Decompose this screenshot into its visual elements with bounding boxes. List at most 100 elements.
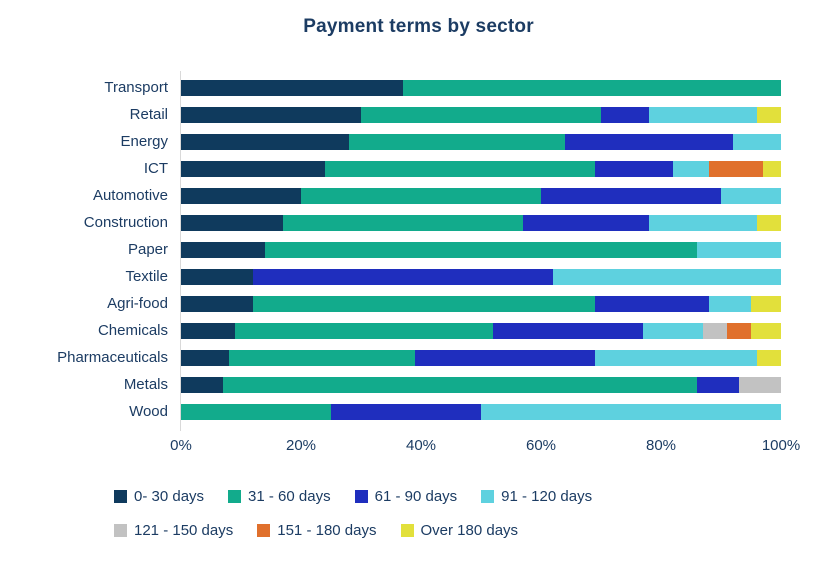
bar-segment (181, 295, 253, 312)
bar-segment (703, 322, 727, 339)
plot-area: Transport Retail Energy ICT Automotive Constr… (0, 71, 800, 457)
bar-segment (757, 349, 781, 366)
bar-track (181, 133, 781, 150)
category-label: Agri-food (107, 295, 168, 312)
bar-segment (181, 133, 349, 150)
bar-track (181, 241, 781, 258)
bar-segment (751, 322, 781, 339)
bar-track (181, 187, 781, 204)
bar-segment (181, 79, 403, 96)
legend-item: 151 - 180 days (257, 522, 377, 539)
category-label: Textile (125, 268, 168, 285)
bar-row: Agri-food (0, 290, 781, 317)
bar-track (181, 349, 781, 366)
bar-segment (415, 349, 595, 366)
bar-segment (595, 349, 757, 366)
legend-label: 61 - 90 days (374, 488, 458, 505)
bar-segment (721, 187, 781, 204)
category-label: Chemicals (97, 322, 168, 339)
bar-segment (265, 241, 697, 258)
bar-segment (523, 214, 649, 231)
bar-segment (253, 268, 553, 285)
bar-segment (181, 268, 253, 285)
bar-segment (235, 322, 493, 339)
bar-row: Retail (0, 101, 781, 128)
bar-segment (697, 376, 739, 393)
x-tick-label: 60% (525, 437, 557, 454)
legend-label: 121 - 150 days (134, 522, 234, 539)
bar-segment (181, 349, 229, 366)
y-axis-line (180, 71, 181, 431)
bar-segment (223, 376, 697, 393)
bar-track (181, 79, 781, 96)
chart-title: Payment terms by sector (303, 16, 534, 37)
bar-row: ICT (0, 155, 781, 182)
legend-label: 0- 30 days (134, 488, 205, 505)
legend-row: 0- 30 days 31 - 60 days 61 - 90 days 91 - 1… (114, 488, 592, 505)
bar-segment (181, 214, 283, 231)
legend-item: 121 - 150 days (114, 522, 233, 539)
bar-segment (181, 322, 235, 339)
bar-segment (709, 295, 751, 312)
legend-item: 91 - 120 days (481, 488, 592, 505)
bar-row: Chemicals (0, 317, 781, 344)
bar-rows: Transport Retail Energy ICT Automotive Constr… (0, 74, 781, 425)
legend-swatch-icon (114, 490, 127, 503)
legend: 0- 30 days 31 - 60 days 61 - 90 days 91 - 1… (114, 488, 592, 539)
legend-swatch-icon (114, 524, 127, 537)
bar-segment (595, 295, 709, 312)
bar-segment (253, 295, 595, 312)
legend-swatch-icon (228, 490, 242, 503)
legend-swatch-icon (354, 490, 368, 503)
bar-segment (739, 376, 781, 393)
legend-label: 151 - 180 days (277, 522, 377, 539)
bar-segment (481, 403, 781, 420)
category-label: Pharmaceuticals (57, 349, 168, 366)
bar-row: Transport (0, 74, 781, 101)
bar-segment (181, 376, 223, 393)
bar-segment (595, 160, 673, 177)
bar-track (181, 160, 781, 177)
bar-segment (181, 160, 325, 177)
bar-track (181, 376, 781, 393)
legend-item: Over 180 days (400, 522, 518, 539)
legend-label: 91 - 120 days (501, 488, 593, 505)
bar-segment (361, 106, 601, 123)
bar-segment (181, 241, 265, 258)
bar-segment (697, 241, 781, 258)
bar-row: Construction (0, 209, 781, 236)
bar-segment (553, 268, 781, 285)
bar-segment (403, 79, 781, 96)
category-label: Retail (129, 106, 168, 123)
bar-segment (349, 133, 565, 150)
bar-track (181, 295, 781, 312)
category-label: Paper (127, 241, 168, 258)
legend-swatch-icon (400, 524, 414, 537)
legend-row: 121 - 150 days 151 - 180 days Over 180 day… (114, 522, 592, 539)
bar-track (181, 322, 781, 339)
bar-segment (493, 322, 643, 339)
bar-segment (325, 160, 595, 177)
bar-segment (181, 187, 301, 204)
bar-segment (733, 133, 781, 150)
bar-segment (757, 214, 781, 231)
bar-track (181, 403, 781, 420)
bar-segment (229, 349, 415, 366)
bar-segment (565, 133, 733, 150)
bar-segment (673, 160, 709, 177)
bar-segment (301, 187, 541, 204)
category-label: ICT (143, 160, 168, 177)
category-label: Metals (123, 376, 168, 393)
category-label: Transport (104, 79, 168, 96)
bar-track (181, 106, 781, 123)
bar-track (181, 268, 781, 285)
bar-segment (649, 214, 757, 231)
legend-item: 0- 30 days (114, 488, 204, 505)
bar-segment (541, 187, 721, 204)
bar-segment (601, 106, 649, 123)
x-tick-label: 100% (761, 437, 801, 454)
category-label: Wood (129, 403, 168, 420)
legend-label: 31 - 60 days (248, 488, 331, 505)
bar-row: Energy (0, 128, 781, 155)
